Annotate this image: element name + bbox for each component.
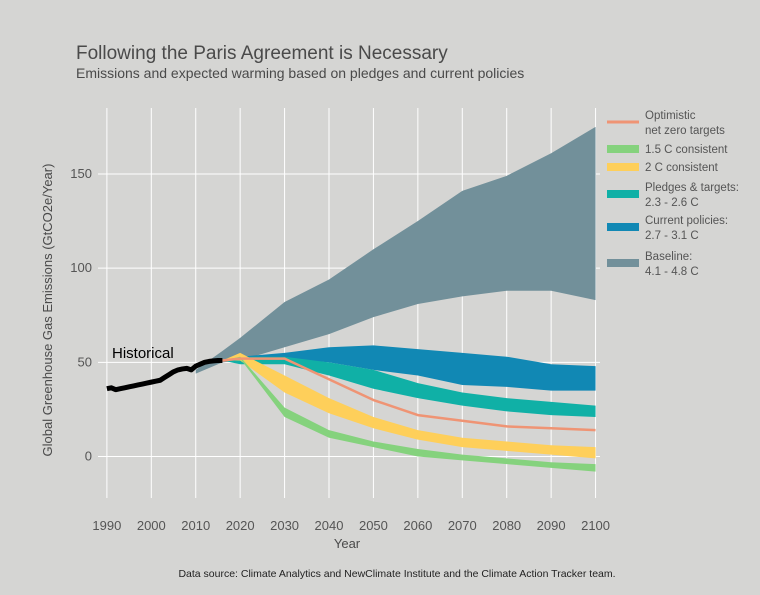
x-tick-label: 2080 <box>492 518 521 533</box>
legend: Optimistic net zero targets 1.5 C consiste… <box>607 110 739 278</box>
x-tick-label: 2000 <box>137 518 166 533</box>
historical-line <box>106 357 223 393</box>
y-tick-label: 150 <box>70 166 92 181</box>
series-band <box>195 126 596 374</box>
legend-label: Pledges & targets: <box>645 182 739 194</box>
legend-label: Current policies: <box>645 215 728 227</box>
x-tick-label: 2070 <box>448 518 477 533</box>
legend-label: 2.3 - 2.6 C <box>645 197 699 209</box>
y-axis: 0 50 100 150 <box>70 166 92 464</box>
x-tick-label: 2060 <box>403 518 432 533</box>
x-tick-label: 1990 <box>92 518 121 533</box>
historical-annotation: Historical <box>112 345 174 362</box>
x-axis: 1990 2000 2010 2020 2030 2040 2050 2060 2070 2080… <box>92 518 610 533</box>
series-lines <box>106 357 596 432</box>
legend-label: 2 C consistent <box>645 162 719 174</box>
chart-title: Following the Paris Agreement is Necessa… <box>76 43 448 64</box>
y-tick-label: 100 <box>70 260 92 275</box>
legend-label: 1.5 C consistent <box>645 144 728 156</box>
x-tick-label: 2100 <box>581 518 610 533</box>
y-tick-label: 0 <box>85 449 92 464</box>
x-tick-label: 2040 <box>315 518 344 533</box>
legend-label: net zero targets <box>645 125 725 137</box>
legend-label: 4.1 - 4.8 C <box>645 266 699 278</box>
x-tick-label: 2090 <box>537 518 566 533</box>
legend-label: Baseline: <box>645 251 692 263</box>
x-tick-label: 2030 <box>270 518 299 533</box>
series-band <box>222 352 596 459</box>
y-tick-label: 50 <box>78 354 92 369</box>
x-tick-label: 2010 <box>181 518 210 533</box>
x-tick-label: 2050 <box>359 518 388 533</box>
x-tick-label: 2020 <box>226 518 255 533</box>
series-line <box>222 357 596 432</box>
data-source: Data source: Climate Analytics and NewCl… <box>178 568 615 580</box>
chart-subtitle: Emissions and expected warming based on … <box>76 65 524 81</box>
x-axis-title: Year <box>334 536 361 551</box>
y-axis-title: Global Greenhouse Gas Emissions (GtCO2e/… <box>40 164 55 457</box>
series-band <box>222 345 596 391</box>
series-bands <box>195 126 596 472</box>
legend-label: 2.7 - 3.1 C <box>645 230 699 242</box>
series-band <box>222 356 596 472</box>
legend-label: Optimistic <box>645 110 696 122</box>
